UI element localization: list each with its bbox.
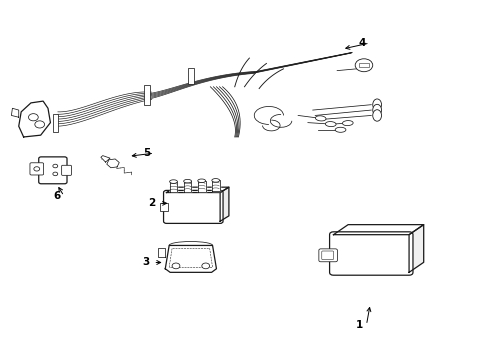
FancyBboxPatch shape [39, 157, 67, 184]
Text: 2: 2 [148, 198, 155, 208]
Polygon shape [408, 225, 423, 273]
Polygon shape [106, 159, 119, 168]
Circle shape [202, 263, 209, 269]
Ellipse shape [372, 99, 381, 111]
FancyBboxPatch shape [321, 251, 333, 260]
Ellipse shape [372, 110, 381, 121]
Ellipse shape [169, 180, 177, 183]
FancyBboxPatch shape [30, 163, 43, 175]
Polygon shape [220, 187, 228, 221]
FancyBboxPatch shape [163, 190, 223, 224]
Circle shape [28, 114, 38, 121]
Ellipse shape [342, 121, 352, 126]
FancyBboxPatch shape [318, 249, 337, 262]
Circle shape [35, 121, 44, 128]
Ellipse shape [211, 179, 219, 182]
Bar [144, 85, 150, 105]
FancyBboxPatch shape [61, 165, 71, 175]
Polygon shape [165, 246, 216, 273]
Text: 6: 6 [53, 191, 61, 201]
FancyBboxPatch shape [329, 232, 412, 275]
Text: 1: 1 [355, 320, 362, 330]
Polygon shape [19, 101, 50, 137]
Ellipse shape [325, 122, 335, 127]
Polygon shape [166, 187, 228, 193]
Polygon shape [101, 156, 110, 162]
Ellipse shape [197, 179, 205, 183]
Ellipse shape [53, 172, 58, 176]
Bar [160, 203, 167, 211]
Text: 3: 3 [142, 257, 149, 267]
Polygon shape [183, 181, 191, 192]
Circle shape [34, 167, 40, 171]
Ellipse shape [334, 127, 345, 132]
Ellipse shape [372, 104, 381, 116]
Bar [187, 68, 193, 84]
Bar [53, 114, 58, 132]
Text: 4: 4 [358, 38, 366, 48]
Ellipse shape [183, 179, 191, 183]
Text: 5: 5 [143, 148, 150, 158]
Polygon shape [197, 181, 205, 192]
Bar [358, 63, 368, 67]
Polygon shape [333, 225, 423, 235]
Circle shape [172, 263, 180, 269]
Polygon shape [169, 181, 177, 192]
Ellipse shape [315, 116, 325, 121]
Polygon shape [211, 180, 219, 191]
Ellipse shape [53, 164, 58, 168]
Circle shape [354, 59, 372, 72]
Polygon shape [11, 108, 19, 117]
